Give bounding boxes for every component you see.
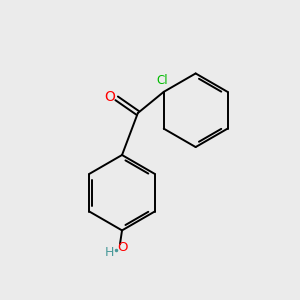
Text: O: O: [117, 241, 127, 254]
Text: H: H: [105, 246, 114, 259]
Text: Cl: Cl: [157, 74, 168, 87]
Text: O: O: [105, 90, 116, 104]
